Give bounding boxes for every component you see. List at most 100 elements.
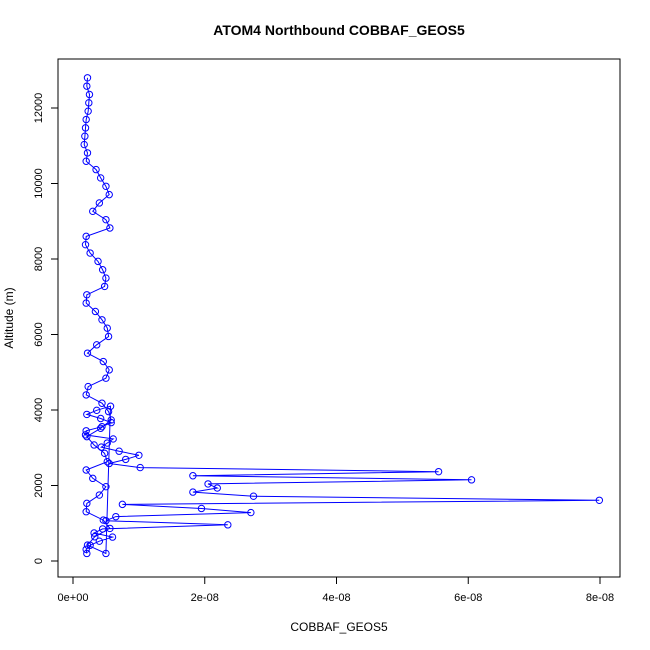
data-point [91,307,100,316]
data-point [90,441,98,449]
data-point [100,282,109,291]
data-point [118,500,127,509]
data-point [135,451,143,459]
data-point [86,541,94,549]
data-point [189,488,197,496]
data-point [112,512,120,521]
data-point [90,529,98,537]
data-point [82,157,90,165]
data-point [108,533,117,541]
data-point [93,341,101,349]
data-point [103,439,111,447]
data-point [94,257,102,266]
data-point [102,215,110,224]
y-tick-label: 2000 [33,473,45,497]
data-point [80,140,88,149]
data-point [106,524,114,533]
chart-title: ATOM4 Northbound COBBAF_GEOS5 [213,22,465,38]
data-point [204,480,212,488]
data-point [82,391,90,399]
x-tick-label: 4e-08 [322,592,350,604]
y-tick-label: 12000 [33,93,45,124]
data-point [105,366,113,374]
data-point [84,382,92,391]
y-tick-label: 10000 [33,168,45,199]
data-point [81,431,90,439]
y-axis-label: Altitude (m) [2,287,16,348]
data-point [102,517,110,525]
data-point [136,463,144,472]
data-point [86,249,94,257]
data-point [96,414,105,423]
data-point [106,402,115,410]
data-point [213,484,221,492]
data-point [434,467,443,476]
data-point [82,545,90,554]
data-point [595,496,604,504]
data-point [102,274,110,282]
data-point [98,316,106,324]
data-point [82,299,90,307]
data-point [95,537,104,545]
data-point [122,455,130,464]
data-point [82,232,90,241]
data-point [109,435,117,443]
data-point [81,240,90,249]
data-point [82,508,90,516]
data-point [96,424,105,432]
data-point [197,504,206,513]
data-point [83,549,91,558]
data-point [83,499,91,508]
data-point [84,107,92,115]
data-point [82,115,90,124]
data-point [85,99,93,107]
data-point [102,482,110,491]
x-tick-label: 2e-08 [191,592,219,604]
x-axis-label: COBBAF_GEOS5 [290,620,388,634]
data-point [105,459,113,468]
data-point [102,374,110,382]
plot-frame [57,58,621,578]
data-point [115,447,123,455]
y-tick-label: 6000 [33,322,45,346]
data-point [106,224,114,232]
data-point [96,174,105,182]
data-point [95,199,104,207]
data-point [95,491,104,499]
data-point [93,406,101,415]
data-point [92,165,100,174]
data-point [102,549,110,558]
data-point [89,207,97,216]
x-axis: 0e+00 2e-08 4e-08 6e-08 8e-08 [58,576,614,604]
x-tick-label: 0e+00 [58,592,89,604]
data-point [224,521,232,529]
data-point [83,74,92,82]
y-tick-label: 0 [33,558,45,564]
data-point [89,474,97,483]
data-point [85,90,94,99]
data-point [107,418,115,427]
y-tick-label: 8000 [33,247,45,271]
data-point [81,124,90,132]
plot-area [80,74,604,558]
data-point [98,422,106,431]
data-point [83,349,92,357]
x-tick-label: 6e-08 [454,592,482,604]
data-point [99,357,108,366]
data-point [104,332,113,341]
data-point [83,149,92,157]
data-point [105,190,113,199]
data-point [98,266,107,274]
data-point [83,82,91,90]
data-point [98,525,107,533]
x-tick-label: 8e-08 [586,592,614,604]
data-point [83,291,91,299]
data-point [249,492,258,500]
data-point [98,399,106,407]
y-tick-label: 4000 [33,398,45,422]
data-point [247,508,255,517]
data-point [97,443,106,451]
data-point [102,182,110,190]
